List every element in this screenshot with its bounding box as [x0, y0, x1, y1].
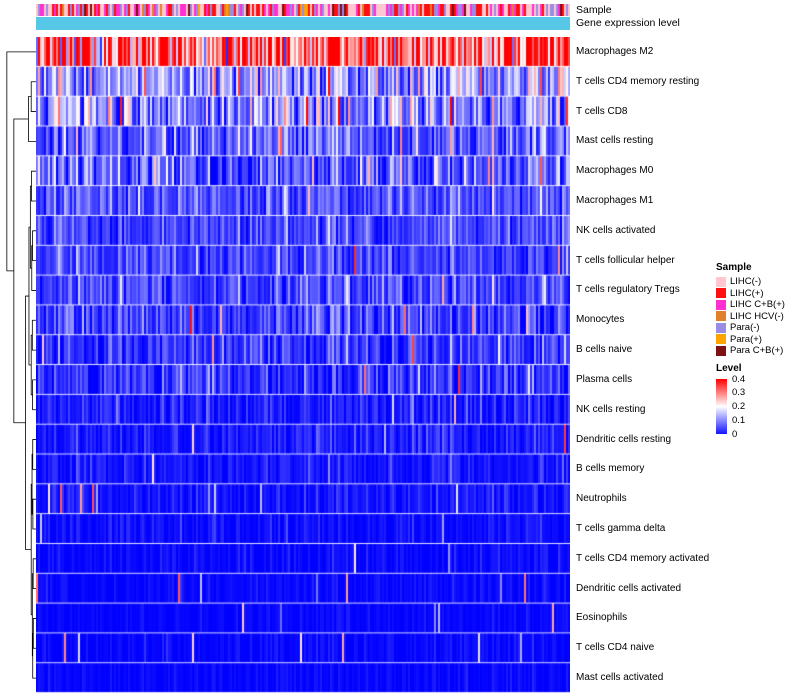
row-label: T cells CD4 naive: [576, 642, 655, 654]
row-label: Dendritic cells resting: [576, 433, 672, 445]
legend-item-label: LIHC(+): [730, 287, 764, 299]
row-label: B cells memory: [576, 463, 645, 475]
legend-sample-item: LIHC(+): [716, 288, 800, 300]
level-tick-label: 0: [732, 428, 738, 440]
legend-swatch: [716, 299, 726, 310]
legend-swatch: [716, 288, 726, 299]
legend-sample-item: Para(+): [716, 334, 800, 346]
row-label: T cells CD4 memory resting: [576, 75, 700, 87]
row-label: Neutrophils: [576, 493, 627, 505]
gene-expression-annotation-label: Gene expression level: [576, 17, 680, 29]
legend-sample-item: LIHC HCV(-): [716, 311, 800, 323]
level-tick-label: 0.3: [732, 387, 746, 399]
sample-annotation-label: Sample: [576, 4, 612, 16]
row-label: Macrophages M1: [576, 195, 654, 206]
legend-item-label: LIHC HCV(-): [730, 310, 784, 322]
row-dendrogram: [6, 51, 36, 679]
gene-expression-annotation-bar: [36, 17, 570, 30]
legend-sample-item: Para(-): [716, 322, 800, 334]
row-labels: Macrophages M2 T cells CD4 memory resting…: [576, 37, 798, 693]
row-label: Dendritic cells activated: [576, 582, 682, 594]
legend-swatch: [716, 322, 726, 333]
row-label: T cells regulatory Tregs: [576, 284, 680, 296]
legend-sample-item: LIHC C+B(+): [716, 299, 800, 311]
sample-annotation-bar: [36, 4, 570, 16]
row-label: Plasma cells: [576, 373, 633, 385]
level-gradient-bar: [716, 378, 727, 434]
row-label: T cells follicular helper: [576, 254, 675, 266]
legend-item-label: Para C+B(+): [730, 345, 784, 357]
level-tick-label: 0.2: [732, 401, 746, 412]
legend-swatch: [716, 345, 726, 356]
legend-level-scale: 0.4 0.3 0.2 0.1 0: [716, 374, 800, 440]
legend-panel: Sample LIHC(-) LIHC(+) LIHC C+B(+) LIHC HCV…: [716, 262, 800, 440]
row-label: Macrophages M2: [576, 45, 654, 57]
row-label: T cells gamma delta: [576, 523, 666, 534]
legend-sample-title: Sample: [716, 262, 752, 273]
row-label: Mast cells resting: [576, 135, 654, 147]
legend-sample-items: LIHC(-) LIHC(+) LIHC C+B(+) LIHC HCV(-) Para…: [716, 276, 800, 357]
legend-swatch: [716, 311, 726, 322]
row-label: Eosinophils: [576, 612, 628, 624]
row-label: T cells CD8: [576, 105, 628, 117]
row-label: NK cells activated: [576, 224, 656, 236]
level-tick-label: 0.1: [732, 414, 746, 426]
legend-sample-item: Para C+B(+): [716, 345, 800, 357]
row-label: B cells naive: [576, 344, 633, 356]
legend-item-label: Para(+): [730, 333, 762, 345]
legend-item-label: LIHC(-): [730, 276, 762, 288]
level-tick-label: 0.4: [732, 373, 746, 385]
legend-level-title: Level: [716, 362, 742, 374]
legend-sample-item: LIHC(-): [716, 276, 800, 288]
legend-item-label: Para(-): [730, 322, 760, 334]
legend-item-label: LIHC C+B(+): [730, 299, 785, 311]
row-label: Macrophages M0: [576, 165, 654, 177]
heatmap-canvas: [36, 37, 570, 693]
row-label: NK cells resting: [576, 403, 646, 415]
row-label: T cells CD4 memory activated: [576, 552, 710, 564]
row-label: Monocytes: [576, 314, 625, 326]
legend-swatch: [716, 334, 726, 345]
legend-swatch: [716, 276, 726, 287]
row-label: Mast cells activated: [576, 672, 664, 684]
